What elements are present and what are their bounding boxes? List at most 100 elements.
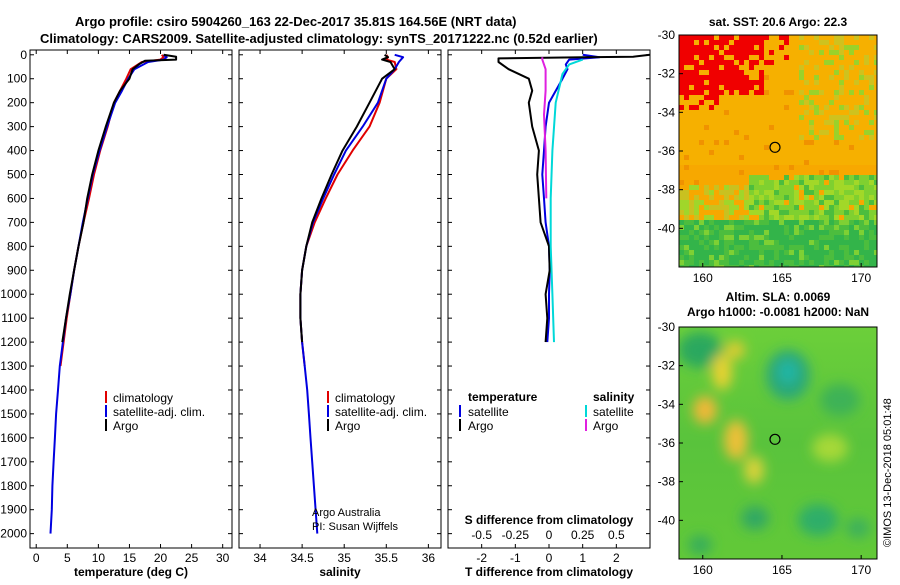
sst-pixel (824, 240, 829, 245)
sst-pixel (844, 120, 849, 125)
sst-pixel (709, 240, 714, 245)
x-tick-label: 34.5 (290, 551, 314, 565)
sst-pixel (719, 190, 724, 195)
sst-pixel (829, 255, 834, 260)
sst-pixel (699, 140, 704, 145)
sst-pixel (874, 265, 877, 267)
sst-pixel (769, 50, 774, 55)
sst-pixel (739, 250, 744, 255)
sst-pixel (834, 130, 839, 135)
temperature-legend: climatology satellite-adj. clim. Argo (105, 391, 205, 433)
sst-pixel (844, 175, 849, 180)
sst-pixel (684, 265, 689, 267)
sst-pixel (799, 215, 804, 220)
sst-pixel (739, 235, 744, 240)
sst-pixel (764, 245, 769, 250)
series-line-s-argo (541, 57, 548, 199)
sst-pixel (804, 80, 809, 85)
sst-pixel (764, 210, 769, 215)
sst-pixel (759, 45, 764, 50)
sst-pixel (784, 230, 789, 235)
sst-pixel (849, 90, 854, 95)
sst-pixel (874, 180, 877, 185)
sst-pixel (809, 105, 814, 110)
sst-pixel (854, 240, 859, 245)
imos-stamp: ©IMOS 13-Dec-2018 05:01:48 (882, 398, 894, 547)
sst-pixel (764, 265, 769, 267)
sst-pixel (779, 230, 784, 235)
sst-pixel (784, 105, 789, 110)
sst-pixel (679, 245, 684, 250)
legend-t-satellite-label: satellite (468, 405, 509, 419)
sst-pixel (844, 230, 849, 235)
y-tick-label: 1000 (0, 287, 27, 301)
sst-pixel (689, 90, 694, 95)
sst-pixel (869, 75, 874, 80)
sst-pixel (834, 115, 839, 120)
sst-pixel (799, 210, 804, 215)
sst-pixel (859, 70, 864, 75)
sst-pixel (824, 130, 829, 135)
sst-pixel (689, 230, 694, 235)
sst-pixel (799, 230, 804, 235)
sst-pixel (874, 250, 877, 255)
sst-pixel (764, 205, 769, 210)
sst-pixel (689, 75, 694, 80)
sst-pixel (769, 255, 774, 260)
sst-pixel (789, 245, 794, 250)
sst-pixel (679, 265, 684, 267)
sst-pixel (779, 235, 784, 240)
sst-pixel (869, 85, 874, 90)
sst-pixel (844, 45, 849, 50)
sst-pixel (709, 225, 714, 230)
sst-pixel (779, 220, 784, 225)
sst-pixel (799, 100, 804, 105)
s-tick-label: -0.25 (502, 528, 530, 542)
sst-pixel (759, 240, 764, 245)
sst-pixel (694, 260, 699, 265)
sst-pixel (794, 210, 799, 215)
sst-pixel (704, 75, 709, 80)
y-tick-label: 800 (7, 239, 27, 253)
sst-pixel (684, 220, 689, 225)
temperature-plot: 0 5 10 15 20 25 300100200300400500600700800900… (0, 48, 232, 565)
sst-pixel (679, 105, 684, 110)
sst-pixel (774, 260, 779, 265)
sst-pixel (869, 220, 874, 225)
sst-pixel (724, 185, 729, 190)
sst-pixel (809, 210, 814, 215)
sst-pixel (724, 190, 729, 195)
sst-pixel (824, 40, 829, 45)
sst-pixel (859, 235, 864, 240)
sst-pixel (804, 185, 809, 190)
x-tick-label: 5 (64, 551, 71, 565)
sst-pixel (754, 175, 759, 180)
sst-pixel (734, 185, 739, 190)
sst-pixel (779, 200, 784, 205)
sst-pixel (754, 250, 759, 255)
sst-pixel (679, 210, 684, 215)
sst-pixel (789, 90, 794, 95)
sst-pixel (749, 260, 754, 265)
sst-pixel (844, 180, 849, 185)
sst-pixel (869, 195, 874, 200)
sst-pixel (839, 220, 844, 225)
x-tick-label: 34 (253, 551, 267, 565)
sst-pixel (694, 240, 699, 245)
sst-pixel (689, 40, 694, 45)
sst-pixel (824, 265, 829, 267)
sst-pixel (814, 190, 819, 195)
sst-pixel (694, 180, 699, 185)
sst-pixel (799, 260, 804, 265)
sst-pixel (874, 185, 877, 190)
sst-pixel (839, 115, 844, 120)
sst-pixel (734, 55, 739, 60)
sst-pixel (724, 260, 729, 265)
sst-pixel (874, 220, 877, 225)
sst-pixel (799, 75, 804, 80)
sst-pixel (824, 255, 829, 260)
sst-pixel (709, 50, 714, 55)
sst-pixel (764, 255, 769, 260)
sst-pixel (859, 230, 864, 235)
sst-pixel (794, 205, 799, 210)
